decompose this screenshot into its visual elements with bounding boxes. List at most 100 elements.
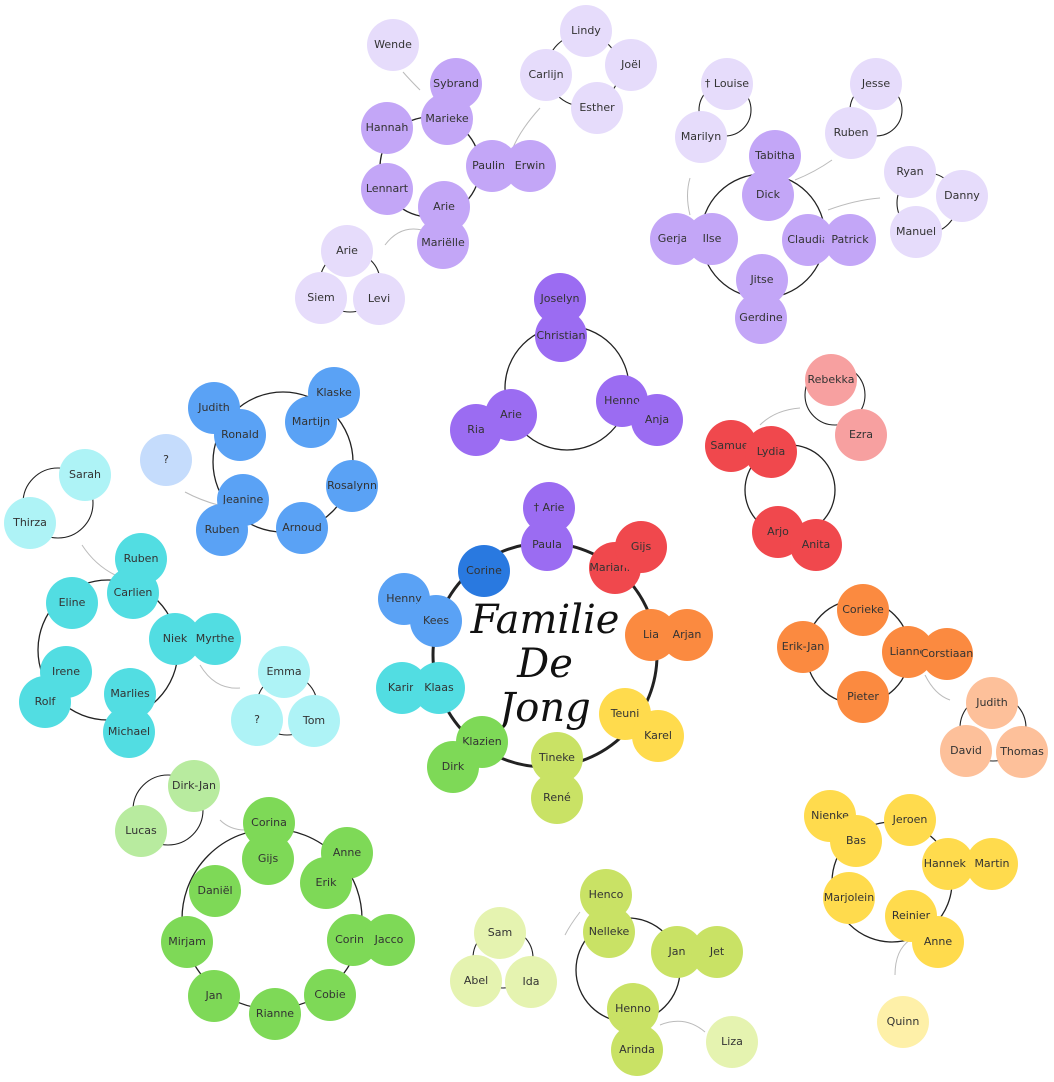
person-node[interactable]: Marilyn — [675, 111, 727, 163]
person-node[interactable]: Dirk — [427, 741, 479, 793]
person-node[interactable]: Hannah — [361, 102, 413, 154]
person-node[interactable]: Danny — [936, 170, 988, 222]
person-node[interactable]: Ilse — [686, 213, 738, 265]
person-node[interactable]: Ezra — [835, 409, 887, 461]
person-node[interactable]: Arnoud — [276, 502, 328, 554]
person-node[interactable]: Rolf — [19, 676, 71, 728]
person-node[interactable]: Manuel — [890, 206, 942, 258]
person-node[interactable]: Cobie — [304, 969, 356, 1021]
person-node[interactable]: Erwin — [504, 140, 556, 192]
person-node[interactable]: René — [531, 772, 583, 824]
person-node[interactable]: Dirk-Jan — [168, 760, 220, 812]
person-node[interactable]: Jan — [188, 970, 240, 1022]
person-node[interactable]: Michael — [103, 706, 155, 758]
person-node[interactable]: Marjolein — [823, 872, 875, 924]
person-node[interactable]: Rosalynn — [326, 460, 378, 512]
person-node[interactable]: ? — [140, 434, 192, 486]
person-node[interactable]: Nelleke — [583, 906, 635, 958]
arrow-link — [81, 544, 116, 576]
person-node[interactable]: Thirza — [4, 497, 56, 549]
person-node[interactable]: Daniël — [189, 865, 241, 917]
person-node[interactable]: Erik-Jan — [777, 621, 829, 673]
person-node[interactable]: Jacco — [363, 914, 415, 966]
person-node[interactable]: Rebekka — [805, 354, 857, 406]
person-node[interactable]: Paula — [521, 519, 573, 571]
person-node[interactable]: Corine — [458, 545, 510, 597]
person-node[interactable]: Arinda — [611, 1024, 663, 1076]
person-node[interactable]: Joël — [605, 39, 657, 91]
arrow-link — [759, 407, 801, 426]
person-node[interactable]: Liza — [706, 1016, 758, 1068]
person-node[interactable]: Ruben — [196, 504, 248, 556]
person-node[interactable]: Sam — [474, 907, 526, 959]
arrow-link — [794, 159, 833, 181]
person-node[interactable]: Mirjam — [161, 916, 213, 968]
person-node[interactable]: Corstiaan — [921, 628, 973, 680]
person-node[interactable]: Karel — [632, 710, 684, 762]
person-node[interactable]: Judith — [188, 382, 240, 434]
person-node[interactable]: Levi — [353, 273, 405, 325]
person-node[interactable]: Thomas — [996, 726, 1048, 778]
person-node[interactable]: Lydia — [745, 426, 797, 478]
person-node[interactable]: Anja — [631, 394, 683, 446]
person-node[interactable]: Corieke — [837, 584, 889, 636]
person-node[interactable]: David — [940, 725, 992, 777]
person-node[interactable]: Marieke — [421, 93, 473, 145]
person-node[interactable]: Lucas — [115, 805, 167, 857]
arrow-link — [384, 228, 423, 246]
person-node[interactable]: Anita — [790, 519, 842, 571]
person-node[interactable]: Dick — [742, 169, 794, 221]
person-node[interactable]: Christian — [535, 310, 587, 362]
arrow-link — [199, 664, 241, 689]
person-node[interactable]: Emma — [258, 646, 310, 698]
person-node[interactable]: Martijn — [285, 396, 337, 448]
person-node[interactable]: Hanneke — [922, 838, 974, 890]
person-node[interactable]: ? — [231, 694, 283, 746]
person-node[interactable]: Wende — [367, 19, 419, 71]
person-node[interactable]: Gijs — [615, 521, 667, 573]
person-node[interactable]: Siem — [295, 272, 347, 324]
person-node[interactable]: Mariëlle — [417, 217, 469, 269]
person-node[interactable]: Sarah — [59, 449, 111, 501]
person-node[interactable]: Ida — [505, 956, 557, 1008]
person-node[interactable]: † Louise — [701, 58, 753, 110]
title-line-2: De Jong — [499, 641, 591, 731]
person-node[interactable]: Ria — [450, 404, 502, 456]
person-node[interactable]: Arie — [321, 225, 373, 277]
person-node[interactable]: Klaas — [413, 662, 465, 714]
person-node[interactable]: Jet — [691, 926, 743, 978]
person-node[interactable]: Carlien — [107, 567, 159, 619]
person-node[interactable]: Ryan — [884, 146, 936, 198]
person-node[interactable]: Anne — [912, 916, 964, 968]
person-node[interactable]: Kees — [410, 595, 462, 647]
person-node[interactable]: Gerdine — [735, 292, 787, 344]
person-node[interactable]: Pieter — [837, 671, 889, 723]
person-node[interactable]: Patrick — [824, 214, 876, 266]
person-node[interactable]: Tom — [288, 695, 340, 747]
person-node[interactable]: Lindy — [560, 5, 612, 57]
person-node[interactable]: Abel — [450, 955, 502, 1007]
person-node[interactable]: Gijs — [242, 833, 294, 885]
person-node[interactable]: Quinn — [877, 996, 929, 1048]
person-node[interactable]: Jesse — [850, 58, 902, 110]
person-node[interactable]: Myrthe — [189, 613, 241, 665]
arrow-link — [827, 197, 881, 211]
person-node[interactable]: Eline — [46, 577, 98, 629]
person-node[interactable]: Erik — [300, 857, 352, 909]
family-title: Familie De Jong — [470, 598, 620, 730]
person-node[interactable]: Rianne — [249, 988, 301, 1040]
person-node[interactable]: Ruben — [825, 107, 877, 159]
person-node[interactable]: Ronald — [214, 409, 266, 461]
person-node[interactable]: Bas — [830, 815, 882, 867]
person-node[interactable]: Judith — [966, 677, 1018, 729]
person-node[interactable]: Lennart — [361, 163, 413, 215]
person-node[interactable]: Arjan — [661, 609, 713, 661]
person-node[interactable]: Reinier — [885, 890, 937, 942]
person-node[interactable]: Carlijn — [520, 49, 572, 101]
arrow-link — [219, 819, 246, 831]
person-node[interactable]: Martin — [966, 838, 1018, 890]
person-node[interactable]: Jeroen — [884, 794, 936, 846]
arrow-link — [659, 1020, 706, 1033]
person-node[interactable]: Esther — [571, 82, 623, 134]
arrow-link — [894, 939, 911, 976]
